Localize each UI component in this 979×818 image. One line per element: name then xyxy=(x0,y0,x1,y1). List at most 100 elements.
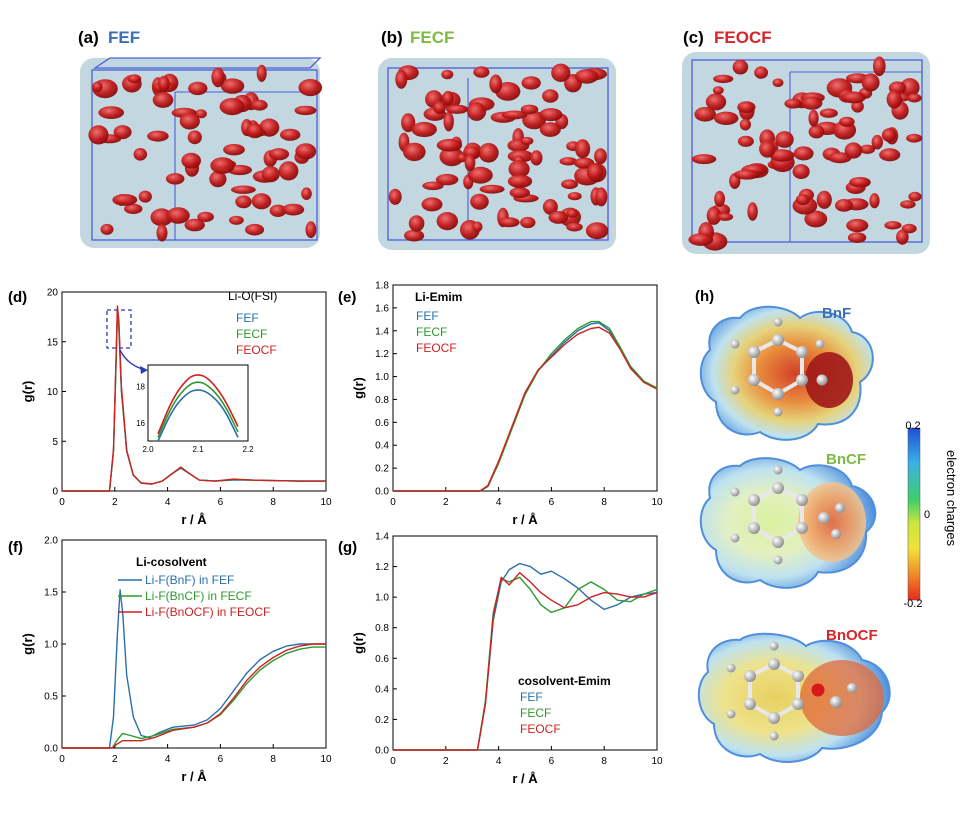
chart-d: (d) Li-O(FSI) 0 2 4 6 8 10 0 5 10 15 20 r / Å g(r) FE… xyxy=(8,288,332,528)
cluster-blob xyxy=(801,96,823,110)
simulation-box-fef xyxy=(80,57,323,248)
cluster-blob xyxy=(100,223,114,235)
cluster-blob xyxy=(422,181,444,191)
cluster-blob xyxy=(539,108,563,122)
panel-b-title: FECF xyxy=(410,28,454,47)
cluster-blob xyxy=(561,179,579,189)
cluster-blob xyxy=(808,109,819,127)
cluster-blob xyxy=(873,56,886,77)
cluster-blob xyxy=(530,150,543,166)
cluster-blob xyxy=(88,125,109,145)
chart-f-title: Li-cosolvent xyxy=(136,555,207,569)
cluster-blob xyxy=(261,166,280,183)
cluster-blob xyxy=(732,59,749,75)
cluster-blob xyxy=(235,195,252,209)
y-axis-label-e: g(r) xyxy=(351,377,366,399)
x-tick-label-e: 2 xyxy=(443,497,449,508)
y-tick-label-f: 0.5 xyxy=(44,692,58,703)
legend-entry-g: FEF xyxy=(520,690,543,704)
cluster-blob xyxy=(713,111,739,126)
x-tick-label-g: 6 xyxy=(549,756,555,767)
cluster-blob xyxy=(156,224,168,242)
cluster-blob xyxy=(439,147,464,167)
cluster-blob xyxy=(906,133,923,143)
y-tick-label-g: 0.6 xyxy=(375,654,389,665)
cluster-blob xyxy=(181,152,201,169)
chart-e-title: Li-Emim xyxy=(415,290,462,304)
cluster-blob xyxy=(498,217,520,228)
cluster-blob xyxy=(188,81,208,96)
simulation-box-feocf xyxy=(682,52,930,254)
legend-entry-g: FEOCF xyxy=(520,722,561,736)
cluster-blob xyxy=(298,79,323,97)
series-line-g-2 xyxy=(393,572,658,751)
cluster-blob xyxy=(404,229,425,242)
y-tick-label-g: 1.0 xyxy=(375,593,389,604)
cluster-blob xyxy=(127,74,142,84)
series-line-e-2 xyxy=(393,326,658,492)
cluster-blob xyxy=(908,191,922,202)
cluster-blob xyxy=(691,154,717,165)
cluster-blob xyxy=(489,74,503,94)
panel-h-label: (h) xyxy=(695,288,714,305)
x-tick-label-d: 2 xyxy=(112,497,118,508)
cluster-blob xyxy=(772,78,784,87)
cluster-blob xyxy=(112,194,138,206)
cluster-blob xyxy=(816,190,832,209)
cluster-blob xyxy=(184,218,205,232)
zoom-arrow-head xyxy=(140,366,148,374)
cluster-blob xyxy=(464,153,476,172)
cluster-blob xyxy=(521,76,541,90)
x-tick-label-d: 0 xyxy=(59,497,65,508)
cluster-blob xyxy=(509,187,530,199)
cluster-blob xyxy=(520,136,534,146)
cluster-blob xyxy=(388,188,402,205)
cluster-blob xyxy=(594,148,607,165)
legend-entry-e: FEOCF xyxy=(416,341,457,355)
x-tick-label-d: 10 xyxy=(320,497,332,508)
x-tick-label-f: 8 xyxy=(270,754,276,765)
cluster-blob xyxy=(220,78,245,94)
zoom-arrow xyxy=(119,349,147,371)
x-tick-label-d: 8 xyxy=(270,497,276,508)
cluster-blob xyxy=(251,193,272,210)
cluster-blob xyxy=(401,113,416,133)
cluster-blob xyxy=(737,101,756,113)
series-line-f-0 xyxy=(62,589,326,749)
cluster-blob xyxy=(819,108,838,118)
cluster-blob xyxy=(468,166,493,184)
cluster-blob xyxy=(195,109,207,119)
x-tick-label-d: 6 xyxy=(218,497,224,508)
cluster-blob xyxy=(501,110,528,120)
cluster-blob xyxy=(839,116,855,127)
y-tick-label-e: 0.2 xyxy=(375,464,389,475)
esp-bnf-title: BnF xyxy=(822,305,851,322)
cluster-blob xyxy=(775,131,794,148)
cluster-blob xyxy=(828,152,852,164)
cluster-blob xyxy=(295,143,317,160)
colorbar-mid-label: 0 xyxy=(924,509,930,521)
esp-bncf-title: BnCF xyxy=(826,451,866,468)
x-tick-label-f: 2 xyxy=(112,754,118,765)
cluster-blob xyxy=(566,222,583,232)
cluster-blob xyxy=(256,64,267,82)
cluster-blob xyxy=(443,111,454,132)
cluster-blob xyxy=(411,121,437,138)
cluster-blob xyxy=(566,209,578,218)
cluster-blob xyxy=(869,193,880,209)
x-axis-label-f: r / Å xyxy=(181,769,207,784)
x-tick-label-e: 8 xyxy=(601,497,607,508)
chart-f: (f) Li-cosolvent 0 2 4 6 8 10 0.0 0.5 1.0 1.5 2.0 r… xyxy=(8,536,332,785)
cluster-blob xyxy=(219,98,245,116)
cluster-blob xyxy=(246,123,264,139)
cluster-blob xyxy=(881,128,897,142)
cluster-blob xyxy=(436,138,463,152)
cluster-blob xyxy=(433,101,446,114)
legend-entry-d: FEF xyxy=(236,311,259,325)
legend-entry-e: FECF xyxy=(416,325,447,339)
cluster-blob xyxy=(847,232,867,244)
cluster-blob xyxy=(211,67,225,88)
cluster-blob xyxy=(479,184,505,194)
cluster-blob xyxy=(473,66,490,78)
series-line-f-2 xyxy=(62,643,326,749)
